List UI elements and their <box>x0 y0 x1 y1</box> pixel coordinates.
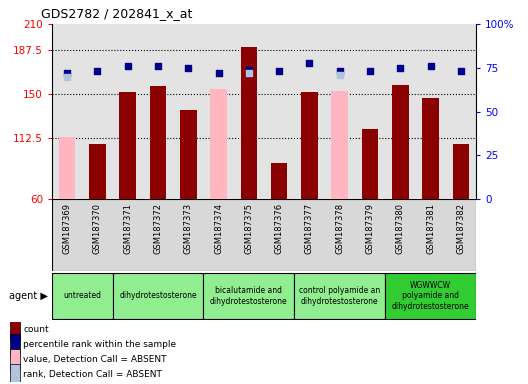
Text: GDS2782 / 202841_x_at: GDS2782 / 202841_x_at <box>41 7 193 20</box>
Point <box>124 63 132 69</box>
Bar <box>241 47 257 199</box>
Bar <box>11 319 20 340</box>
Text: percentile rank within the sample: percentile rank within the sample <box>23 340 176 349</box>
Text: GSM187370: GSM187370 <box>93 203 102 253</box>
Text: GSM187374: GSM187374 <box>214 203 223 253</box>
Point <box>154 63 162 69</box>
Text: control polyamide an
dihydrotestosterone: control polyamide an dihydrotestosterone <box>299 286 380 306</box>
Bar <box>112 24 143 199</box>
Bar <box>422 98 439 199</box>
Text: bicalutamide and
dihydrotestosterone: bicalutamide and dihydrotestosterone <box>210 286 288 306</box>
Bar <box>416 199 446 271</box>
Point <box>93 68 102 74</box>
Text: dihydrotestosterone: dihydrotestosterone <box>119 291 197 301</box>
Point <box>244 66 253 73</box>
Text: GSM187382: GSM187382 <box>456 203 465 253</box>
Bar <box>264 24 294 199</box>
Bar <box>180 110 196 199</box>
Text: GSM187376: GSM187376 <box>275 203 284 254</box>
Point <box>214 70 223 76</box>
Bar <box>446 24 476 199</box>
Bar <box>52 199 82 271</box>
Text: GSM187381: GSM187381 <box>426 203 435 253</box>
Bar <box>89 144 106 199</box>
Bar <box>325 199 355 271</box>
Bar <box>294 199 325 271</box>
Text: GSM187375: GSM187375 <box>244 203 253 253</box>
Bar <box>362 129 379 199</box>
Text: GSM187378: GSM187378 <box>335 203 344 254</box>
Bar <box>210 89 227 199</box>
Bar <box>355 24 385 199</box>
Text: GSM187380: GSM187380 <box>396 203 405 253</box>
Bar <box>294 24 325 199</box>
Bar <box>452 144 469 199</box>
Bar <box>143 24 173 199</box>
Point <box>184 65 193 71</box>
Point <box>457 68 465 74</box>
Bar <box>385 24 416 199</box>
Bar <box>325 24 355 199</box>
Bar <box>234 24 264 199</box>
Point <box>63 73 71 79</box>
Bar <box>173 24 203 199</box>
Bar <box>173 199 203 271</box>
Bar <box>264 199 294 271</box>
Bar <box>385 199 416 271</box>
Bar <box>11 334 20 355</box>
Point <box>335 72 344 78</box>
Text: rank, Detection Call = ABSENT: rank, Detection Call = ABSENT <box>23 370 162 379</box>
Bar <box>82 24 112 199</box>
Text: agent ▶: agent ▶ <box>9 291 48 301</box>
Bar <box>119 92 136 199</box>
Bar <box>52 24 82 199</box>
Text: GSM187379: GSM187379 <box>365 203 374 253</box>
Bar <box>52 273 112 319</box>
Text: GSM187372: GSM187372 <box>154 203 163 253</box>
Bar <box>203 273 294 319</box>
Point <box>335 68 344 74</box>
Text: WGWWCW
polyamide and
dihydrotestosterone: WGWWCW polyamide and dihydrotestosterone <box>392 281 469 311</box>
Bar <box>112 199 143 271</box>
Bar <box>446 199 476 271</box>
Bar <box>385 273 476 319</box>
Bar <box>301 92 318 199</box>
Point <box>63 70 71 76</box>
Bar <box>112 273 203 319</box>
Bar <box>234 199 264 271</box>
Text: GSM187373: GSM187373 <box>184 203 193 254</box>
Bar <box>203 199 234 271</box>
Bar <box>11 364 20 384</box>
Bar <box>416 24 446 199</box>
Point <box>366 68 374 74</box>
Text: GSM187371: GSM187371 <box>123 203 132 253</box>
Text: GSM187377: GSM187377 <box>305 203 314 254</box>
Bar <box>11 349 20 370</box>
Bar <box>271 163 287 199</box>
Bar <box>392 84 409 199</box>
Bar <box>59 137 76 199</box>
Point <box>305 60 314 66</box>
Bar <box>82 199 112 271</box>
Bar <box>294 273 385 319</box>
Bar <box>149 86 166 199</box>
Text: GSM187369: GSM187369 <box>63 203 72 253</box>
Text: untreated: untreated <box>63 291 101 301</box>
Bar <box>203 24 234 199</box>
Bar <box>355 199 385 271</box>
Text: count: count <box>23 325 49 334</box>
Point <box>244 70 253 76</box>
Point <box>275 68 284 74</box>
Text: value, Detection Call = ABSENT: value, Detection Call = ABSENT <box>23 355 167 364</box>
Bar <box>143 199 173 271</box>
Point <box>396 65 404 71</box>
Point <box>426 63 435 69</box>
Bar <box>332 91 348 199</box>
